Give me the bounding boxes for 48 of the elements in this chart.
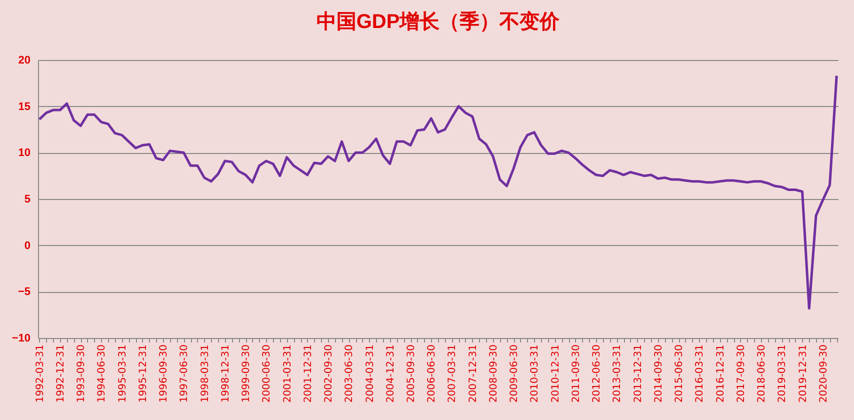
x-tick-label: 2011-09-30 [570,344,582,403]
y-tick-label: 0 [24,240,30,252]
y-tick-label: −5 [18,286,30,298]
x-tick-label: 1995-12-31 [138,344,149,403]
x-tick-label: 1992-12-31 [55,344,66,403]
x-tick-label: 2020-09-30 [818,344,830,403]
y-tick-label: 5 [24,194,30,206]
x-tick-label: 2018-06-30 [756,344,768,403]
x-tick-label: 1999-09-30 [241,344,252,403]
x-tick-label: 2004-12-31 [385,344,396,403]
x-tick-label: 2001-12-31 [302,344,314,403]
x-tick-label: 2006-06-30 [426,344,438,403]
x-tick-label: 1994-06-30 [96,344,108,403]
x-tick-label: 2000-06-30 [262,344,273,403]
x-tick-label: 2009-06-30 [509,344,520,403]
x-tick-label: 2002-09-30 [324,344,335,403]
x-tick-label: 2013-03-31 [612,344,624,403]
x-tick-label: 2010-12-31 [550,344,562,403]
x-tick-label: 2007-12-31 [468,344,479,403]
x-tick-label: 2010-03-31 [530,344,541,403]
y-tick-label: 20 [18,54,30,66]
x-tick-label: 1997-06-30 [179,344,190,403]
x-tick-label: 2008-09-30 [488,344,500,403]
x-tick-label: 2013-12-31 [632,344,644,403]
x-tick-label: 1996-09-30 [158,344,170,403]
x-tick-label: 2015-06-30 [674,344,686,403]
x-tick-label: 2003-06-30 [344,344,356,403]
x-tick-label: 1998-03-31 [200,344,211,403]
x-tick-label: 2016-03-31 [694,344,706,403]
x-tick-label: 2019-03-31 [777,344,788,403]
x-tick-label: 2016-12-31 [715,344,726,403]
x-tick-label: 1993-09-30 [76,344,88,403]
y-tick-label: −10 [12,332,30,344]
x-tick-label: 1995-03-31 [117,344,128,403]
x-tick-label: 2012-06-30 [592,344,603,403]
x-tick-label: 1998-12-31 [220,344,232,403]
x-tick-label: 2014-09-30 [653,344,664,403]
x-tick-label: 2005-09-30 [406,344,418,403]
chart-title: 中国GDP增长（季）不变价 [316,10,561,33]
x-tick-label: 2017-09-30 [736,344,747,403]
x-tick-label: 2001-03-31 [282,344,294,403]
y-tick-label: 10 [18,147,30,160]
x-tick-label: 2007-03-31 [447,344,458,403]
x-tick-label: 1992-03-31 [34,344,46,403]
y-tick-label: 15 [18,100,30,113]
x-tick-label: 2004-03-31 [364,344,376,403]
line-series [38,74,838,310]
x-tick-label: 2019-12-31 [798,344,809,403]
